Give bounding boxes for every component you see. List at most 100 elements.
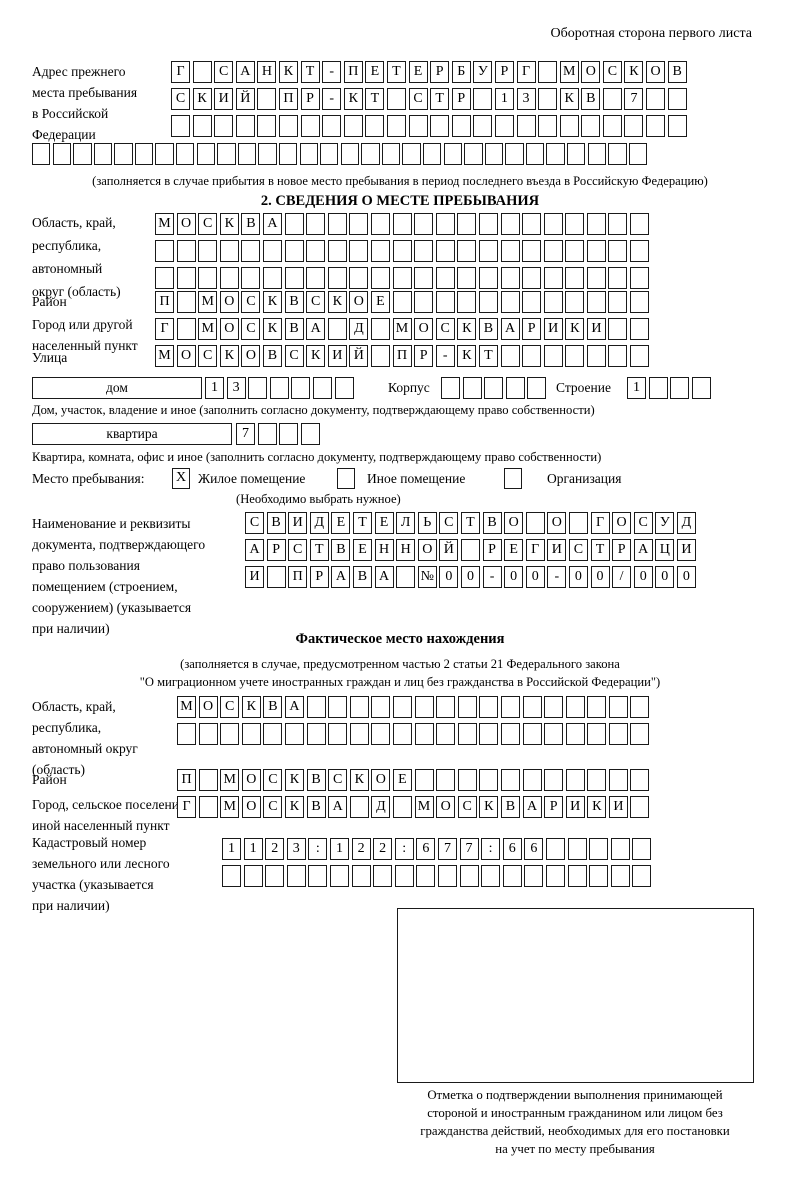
actual-region-r2-cell-1[interactable] [177,723,196,745]
cadastral-r1-cell-11[interactable]: 7 [437,838,457,860]
previous-address-r3-cell-8[interactable] [322,115,342,137]
actual-region-r1-cell-6[interactable]: А [284,696,304,718]
region-r1-cell-9[interactable] [327,213,347,235]
document-r1-cell-11[interactable]: Т [460,512,480,534]
previous-address-r4-cell-14[interactable] [299,143,318,165]
previous-address-r2-cell-22[interactable]: 7 [624,88,644,110]
previous-address-r4-cell-11[interactable] [237,143,257,165]
korpus-cells[interactable] [441,377,547,399]
house-cell-3[interactable] [248,377,268,399]
cadastral-r2-cell-20[interactable] [632,865,652,887]
cadastral-r2-cell-4[interactable] [286,865,306,887]
previous-address-r1-cell-18[interactable] [538,61,558,83]
previous-address-r2-cell-4[interactable]: Й [235,88,255,110]
region-r2-cell-23[interactable] [630,240,650,262]
cadastral-r2-cell-13[interactable] [481,865,501,887]
actual-district-cell-19[interactable] [565,769,585,791]
region-r2-cell-19[interactable] [543,240,563,262]
korpus-cell-1[interactable] [441,377,460,399]
district-cell-8[interactable]: С [306,291,326,313]
previous-address-r2-cell-19[interactable]: К [559,88,579,110]
previous-address-r3-cell-21[interactable] [602,115,622,137]
previous-address-r4-cell-3[interactable] [73,143,92,165]
region-r3-cell-16[interactable] [478,267,498,289]
previous-address-r1-cell-9[interactable]: П [343,61,363,83]
cadastral-r2-cell-9[interactable] [394,865,414,887]
house-cell-1[interactable]: 1 [205,377,224,399]
actual-city-cell-5[interactable]: С [263,796,283,818]
actual-region-r1-cell-19[interactable] [565,696,585,718]
document-r2-cell-21[interactable]: И [676,539,696,561]
district-cell-16[interactable] [478,291,498,313]
cadastral-r2-cell-5[interactable] [308,865,328,887]
cadastral-r1-cell-9[interactable]: : [394,838,414,860]
district-cell-14[interactable] [435,291,455,313]
previous-address-r4-cell-5[interactable] [114,143,133,165]
city-cell-3[interactable]: М [198,318,218,340]
cadastral-r2-cell-19[interactable] [610,865,630,887]
document-r1-cell-15[interactable]: О [547,512,567,534]
actual-city-cell-10[interactable]: Д [371,796,391,818]
previous-address-r1-cell-21[interactable]: С [602,61,622,83]
document-r3-cell-16[interactable]: 0 [568,566,588,588]
house-cell-4[interactable] [269,377,289,399]
previous-address-r1-cell-17[interactable]: Г [516,61,536,83]
cadastral-r1-cell-7[interactable]: 2 [351,838,371,860]
region-r1-cell-11[interactable] [370,213,390,235]
previous-address-r3-cell-2[interactable] [192,115,212,137]
actual-region-r1-cell-2[interactable]: О [198,696,218,718]
cadastral-r2-cell-11[interactable] [437,865,457,887]
actual-district-cell-2[interactable] [198,769,218,791]
actual-region-r1-cell-15[interactable] [479,696,499,718]
region-r2-cell-17[interactable] [500,240,520,262]
region-r2-cell-5[interactable] [241,240,261,262]
document-r3-cell-4[interactable]: Р [309,566,329,588]
previous-address-r4-cell-13[interactable] [278,143,298,165]
document-r1-cell-6[interactable]: Т [352,512,372,534]
document-r3-cell-18[interactable]: / [612,566,632,588]
actual-region-r2-cell-22[interactable] [630,723,650,745]
previous-address-r1-cell-10[interactable]: Е [365,61,385,83]
actual-district-cell-5[interactable]: С [263,769,283,791]
previous-address-r1-cell-5[interactable]: Н [257,61,277,83]
document-r1-cell-1[interactable]: С [245,512,264,534]
house-cell-7[interactable] [334,377,354,399]
document-r2-cell-4[interactable]: Т [309,539,329,561]
document-r2-cell-2[interactable]: Р [266,539,286,561]
actual-district-cell-4[interactable]: О [241,769,261,791]
district-cell-5[interactable]: С [241,291,261,313]
street-cell-6[interactable]: В [262,345,282,367]
region-r3-cell-2[interactable] [176,267,196,289]
actual-city-cell-8[interactable]: А [328,796,348,818]
previous-address-r2-cell-12[interactable]: С [408,88,428,110]
previous-address-r1-cell-12[interactable]: Е [408,61,428,83]
region-r1-cell-20[interactable] [565,213,585,235]
street-cell-9[interactable]: И [327,345,347,367]
previous-address-r3-cell-15[interactable] [473,115,493,137]
confirmation-stamp-box[interactable] [397,908,754,1083]
document-r3-cell-17[interactable]: 0 [590,566,610,588]
document-r2-cell-1[interactable]: А [245,539,264,561]
actual-district-cell-8[interactable]: С [328,769,348,791]
street-cell-22[interactable] [608,345,628,367]
city-cell-14[interactable]: С [435,318,455,340]
document-r2-cell-18[interactable]: Р [612,539,632,561]
region-r2-cell-6[interactable] [262,240,282,262]
korpus-cell-4[interactable] [505,377,525,399]
previous-address-r2-cell-14[interactable]: Р [451,88,471,110]
document-r3-cell-5[interactable]: А [331,566,351,588]
stroenie-cell-1[interactable]: 1 [627,377,646,399]
region-r3-cell-7[interactable] [284,267,304,289]
flat-cell-1[interactable]: 7 [236,423,255,445]
previous-address-r2-cell-9[interactable]: К [343,88,363,110]
region-r2-cell-3[interactable] [198,240,218,262]
actual-region-r2-cell-21[interactable] [608,723,628,745]
actual-region-r2-cell-12[interactable] [414,723,434,745]
actual-region-r1-cell-16[interactable] [500,696,520,718]
actual-district-cell-9[interactable]: К [349,769,369,791]
region-r2-cell-18[interactable] [522,240,542,262]
previous-address-r3-cell-3[interactable] [214,115,234,137]
